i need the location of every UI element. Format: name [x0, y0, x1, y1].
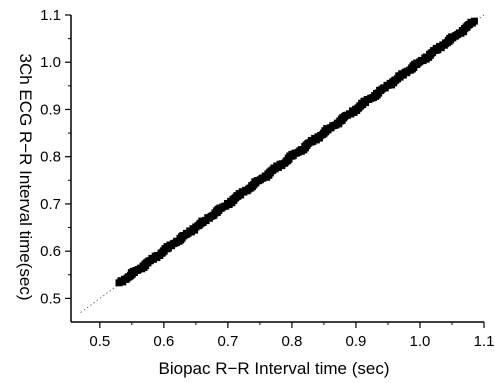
x-tick-label: 0.5	[89, 333, 110, 350]
y-tick-label: 0.5	[40, 290, 61, 307]
y-tick-label: 0.7	[40, 196, 61, 213]
ticks: 0.5 0.6 0.7 0.8 0.9 1.0 1.1 0.5 0.6 0.7 0.8 0.9 1.0 1…	[40, 7, 494, 350]
y-tick-label: 0.9	[40, 101, 61, 118]
x-tick-label: 0.9	[346, 333, 367, 350]
x-axis-title: Biopac R−R Interval time (sec)	[159, 359, 390, 378]
data-points	[115, 17, 478, 287]
y-tick-label: 0.6	[40, 243, 61, 260]
y-tick-label: 0.8	[40, 149, 61, 166]
axes	[70, 15, 484, 323]
x-tick-label: 1.0	[410, 333, 431, 350]
x-tick-label: 0.6	[153, 333, 174, 350]
data-point	[470, 17, 478, 25]
y-tick-label: 1.0	[40, 54, 61, 71]
x-tick-label: 0.8	[281, 333, 302, 350]
y-tick-label: 1.1	[40, 7, 61, 24]
x-tick-label: 1.1	[474, 333, 495, 350]
y-axis-title: 3Ch ECG R−R Interval time(sec)	[16, 53, 35, 300]
x-tick-label: 0.7	[217, 333, 238, 350]
